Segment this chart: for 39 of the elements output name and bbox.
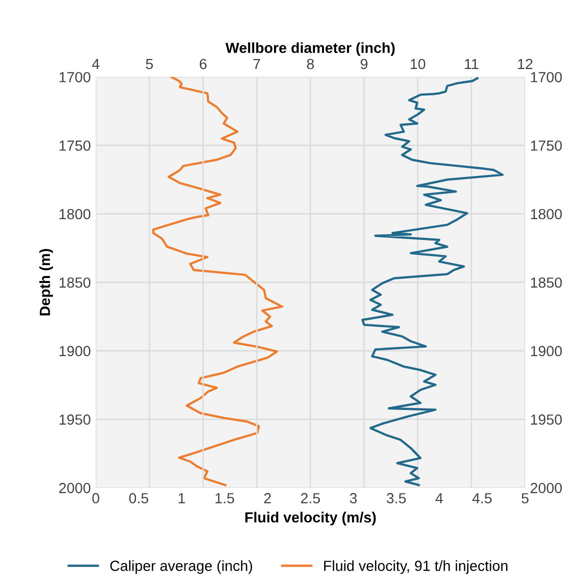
y-tick-label: 1750 bbox=[60, 140, 90, 151]
x-tick-label: 4.5 bbox=[472, 493, 492, 504]
y2-tick-label: 1800 bbox=[531, 208, 562, 220]
legend-label: Fluid velocity, 91 t/h injection bbox=[324, 560, 508, 574]
y2-tick-label: 1900 bbox=[531, 346, 562, 356]
y2-tick-label: 1750 bbox=[531, 140, 562, 151]
y-tick-label: 2000 bbox=[59, 482, 90, 494]
legend-label: Caliper average (inch) bbox=[110, 560, 252, 574]
y-tick-label: 1800 bbox=[60, 208, 90, 220]
x-axis-title: Fluid velocity (m/s) bbox=[245, 512, 376, 526]
y-tick-label: 1850 bbox=[60, 277, 90, 288]
x2-tick-label: 5 bbox=[146, 58, 153, 70]
x2-tick-label: 11 bbox=[464, 58, 478, 70]
x2-tick-label: 9 bbox=[360, 58, 368, 70]
x2-tick-label: 7 bbox=[253, 58, 260, 70]
y-tick-label: 1900 bbox=[60, 346, 90, 356]
x-tick-label: 5 bbox=[522, 493, 529, 504]
y-tick-label: 1950 bbox=[60, 414, 90, 425]
y2-tick-label: 1700 bbox=[531, 72, 562, 82]
y2-tick-label: 1850 bbox=[531, 277, 562, 288]
x-tick-label: 1.5 bbox=[216, 493, 234, 504]
y2-tick-label: 1950 bbox=[531, 414, 562, 425]
y2-tick-label: 2000 bbox=[530, 482, 562, 494]
x2-tick-label: 8 bbox=[307, 58, 314, 70]
y-tick-label: 1700 bbox=[60, 72, 90, 82]
x2-tick-label: 10 bbox=[410, 58, 426, 70]
y-axis-title: Depth (m) bbox=[39, 249, 53, 316]
x2-tick-label: 12 bbox=[518, 58, 532, 70]
x-tick-label: 2.5 bbox=[301, 493, 320, 504]
x-tick-label: 3 bbox=[350, 493, 357, 504]
x-tick-label: 2 bbox=[264, 493, 271, 504]
x2-tick-label: 4 bbox=[92, 58, 100, 70]
x-tick-label: 4 bbox=[435, 493, 443, 504]
x2-tick-label: 6 bbox=[200, 58, 207, 70]
x-tick-label: 1 bbox=[178, 493, 185, 504]
x2-axis-title: Wellbore diameter (inch) bbox=[225, 42, 395, 56]
x-tick-label: 3.5 bbox=[386, 493, 406, 504]
x-tick-label: 0 bbox=[92, 493, 100, 504]
x-tick-label: 0.5 bbox=[129, 493, 148, 504]
